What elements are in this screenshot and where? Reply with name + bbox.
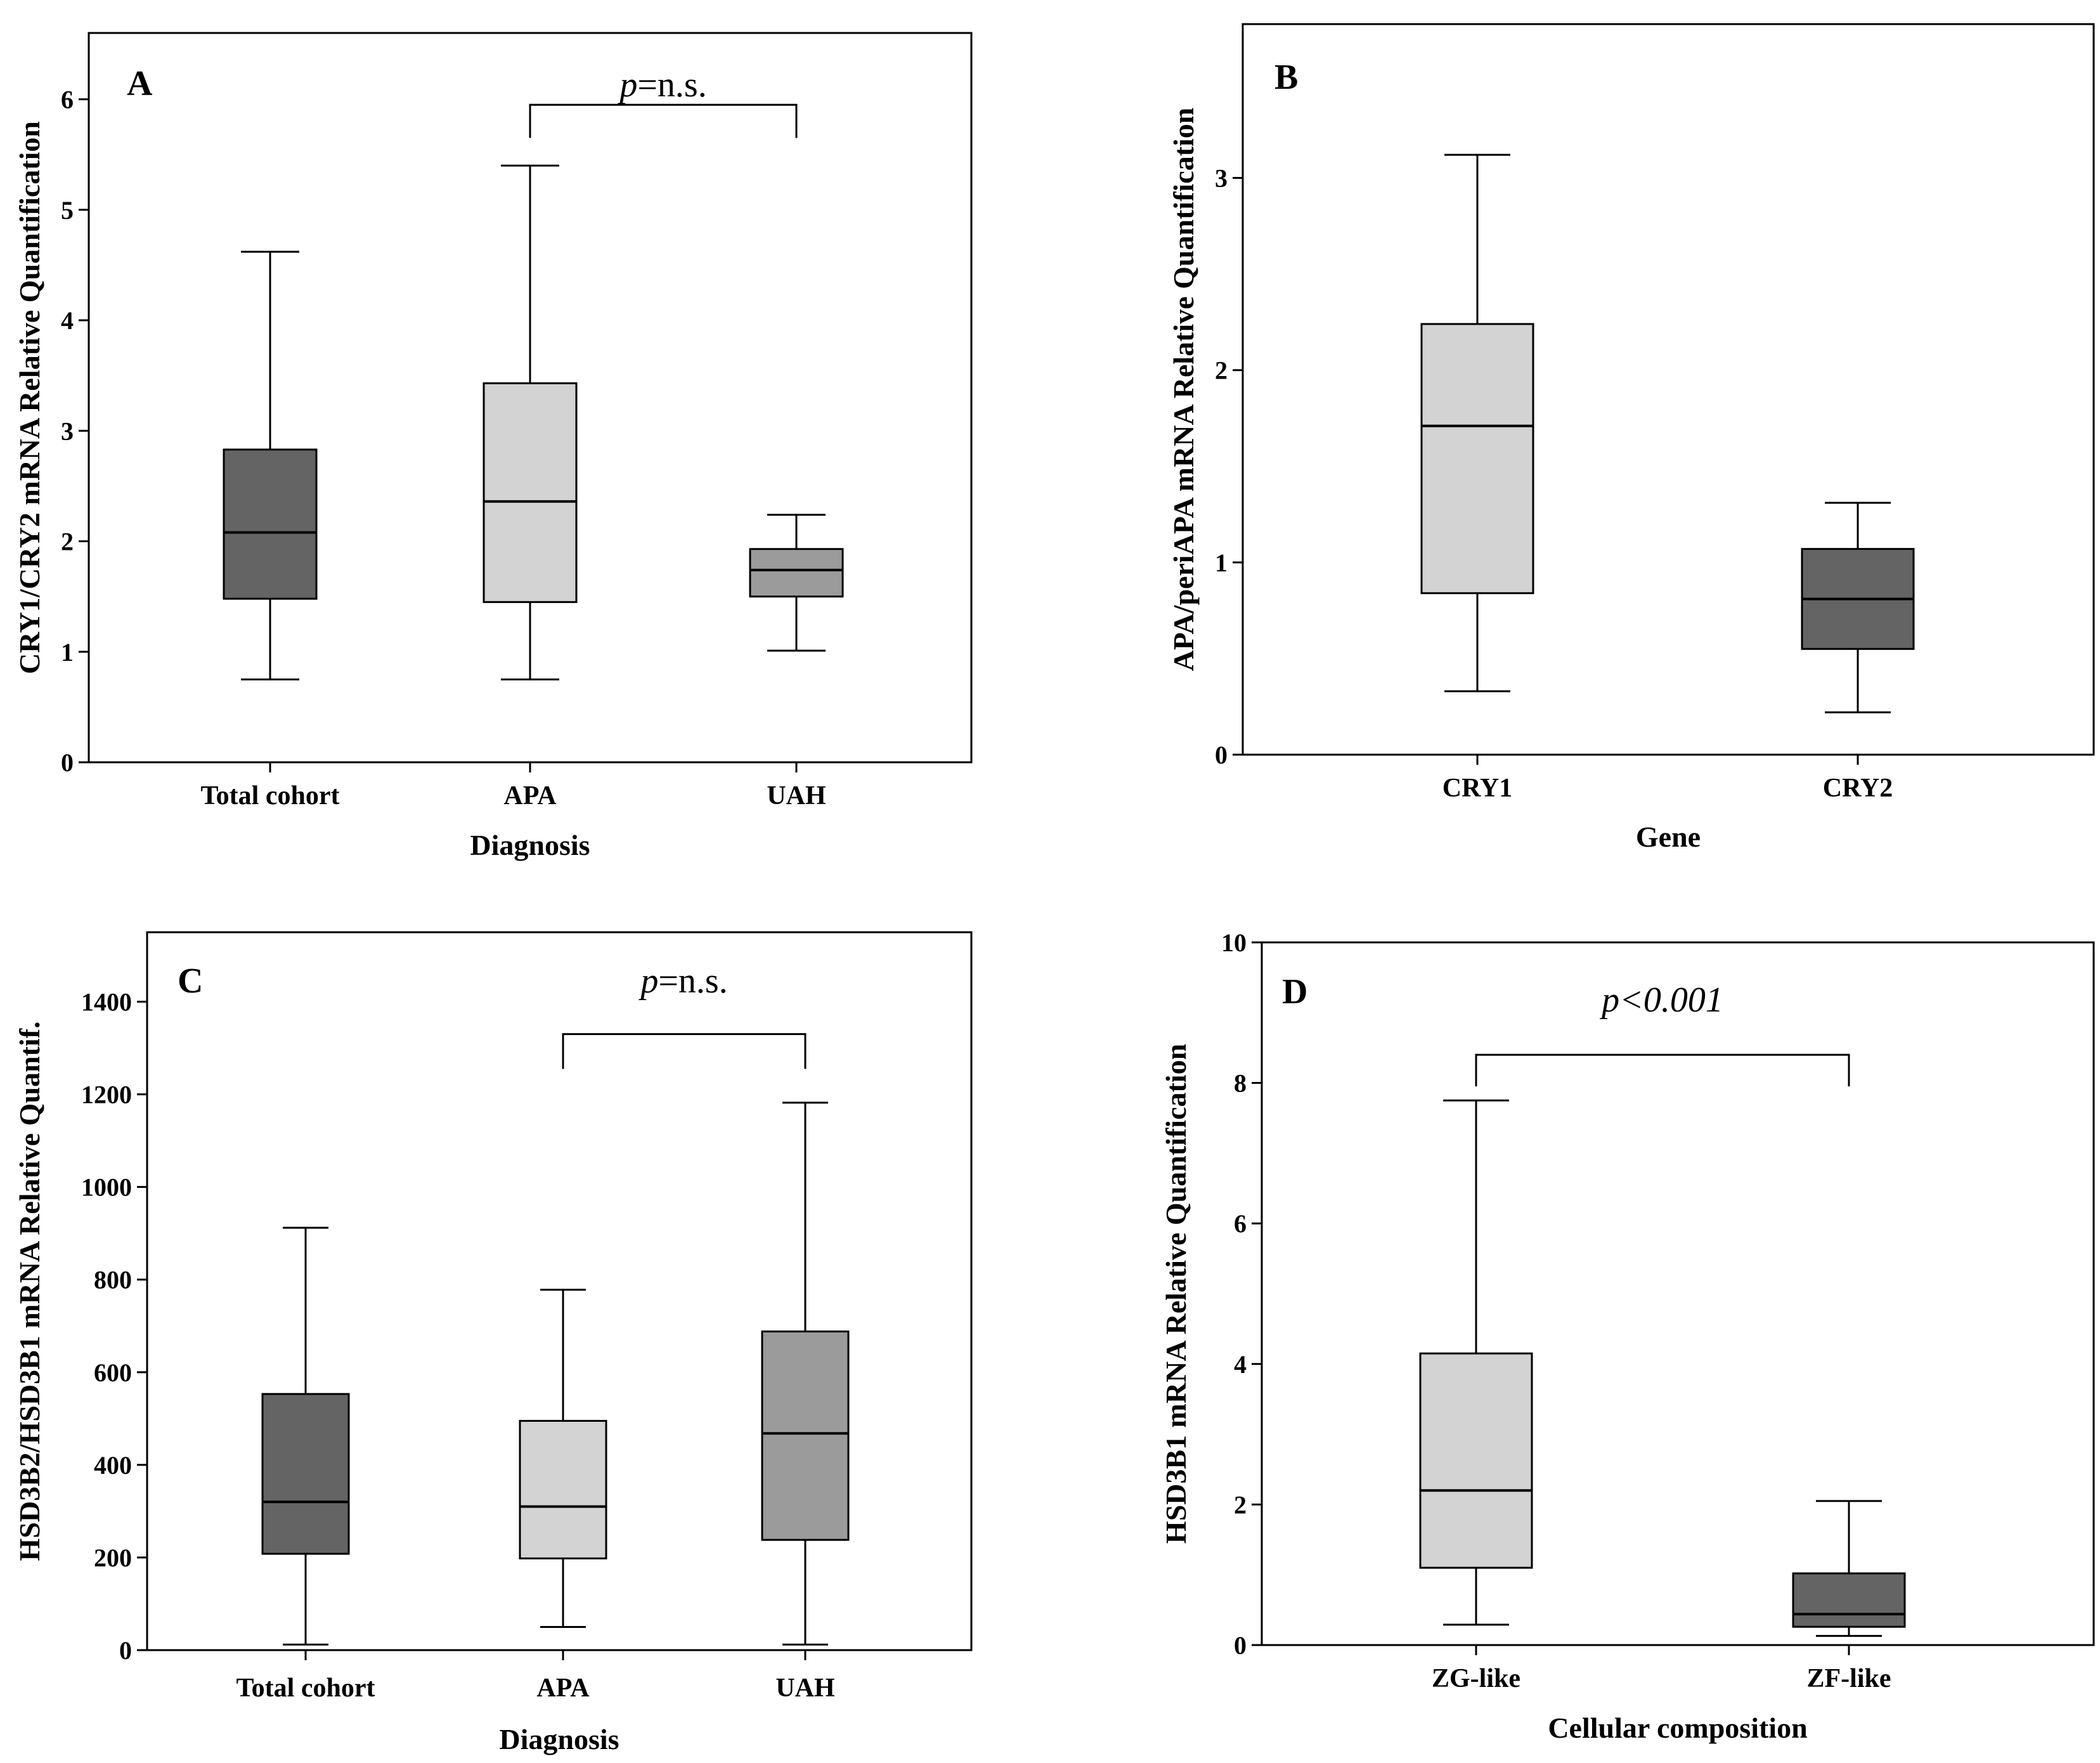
panel-letter: B (1274, 58, 1298, 97)
y-tick-label: 1200 (81, 1081, 132, 1109)
iqr-box (761, 1330, 850, 1541)
iqr-box (519, 1419, 607, 1559)
y-axis-title: APA/periAPA mRNA Relative Quantification (1167, 108, 1200, 672)
significance-bracket (1475, 1053, 1850, 1087)
x-tick-label: ZF-like (1807, 1664, 1891, 1693)
x-tick-label: Total cohort (201, 781, 340, 810)
box-total-cohort (261, 1226, 350, 1646)
y-tick-label: 1400 (81, 988, 132, 1017)
y-tick-label: 0 (1215, 741, 1228, 769)
panel-c: 0 200 400 600 800 1000 1200 1400 Total cohort APA… (13, 931, 973, 1755)
y-tick-label: 3 (1215, 164, 1228, 193)
x-tick-label: APA (536, 1674, 590, 1703)
box-cry1 (1420, 153, 1534, 693)
significance-label: p<0.001 (1599, 980, 1723, 1020)
iqr-box (1420, 323, 1534, 594)
box-apa (519, 1289, 607, 1628)
y-axis-title: HSD3B2/HSD3B1 mRNA Relative Quantif. (13, 1021, 46, 1561)
significance-bracket (529, 103, 798, 138)
x-tick-label: ZG-like (1432, 1664, 1520, 1693)
y-tick-label: 4 (61, 306, 74, 335)
x-tick-label: UAH (767, 781, 826, 810)
iqr-box (749, 548, 844, 598)
box-total-cohort (223, 250, 318, 680)
y-tick-label: 1 (1215, 549, 1228, 577)
x-tick-label: Total cohort (237, 1674, 375, 1703)
y-tick-label: 6 (1234, 1209, 1247, 1238)
y-tick-label: 10 (1221, 928, 1247, 957)
box-uah (761, 1102, 850, 1646)
y-tick-label: 400 (94, 1451, 132, 1480)
significance-label: p=n.s. (617, 65, 706, 105)
significance-bracket (562, 1033, 807, 1069)
x-axis-title: Gene (1636, 821, 1701, 853)
y-tick-label: 2 (1234, 1490, 1247, 1519)
plot-frame (146, 931, 973, 1651)
panel-letter: D (1282, 972, 1307, 1012)
y-tick-label: 8 (1234, 1069, 1247, 1098)
box-zf-like (1792, 1500, 1906, 1637)
y-tick-label: 5 (61, 196, 74, 224)
y-tick-label: 3 (61, 417, 74, 445)
y-tick-label: 200 (94, 1544, 132, 1572)
y-tick-label: 600 (94, 1358, 132, 1387)
box-uah (749, 514, 844, 652)
y-axis-title: HSD3B1 mRNA Relative Quantification (1160, 1044, 1192, 1544)
iqr-box (261, 1393, 350, 1555)
plot-frame (1241, 23, 2095, 756)
box-cry2 (1801, 502, 1915, 713)
y-tick-label: 6 (61, 86, 74, 114)
y-tick-label: 800 (94, 1266, 132, 1294)
x-tick-label: CRY2 (1823, 774, 1893, 803)
y-tick-label: 1 (61, 638, 74, 667)
x-tick-label: CRY1 (1442, 774, 1513, 803)
plot-frame (1261, 941, 2095, 1646)
panel-a: 0 1 2 3 4 5 6 Total cohort APA UAH Diagnosis CRY1/C… (13, 32, 973, 861)
y-tick-label: 0 (1234, 1631, 1247, 1660)
iqr-box (1792, 1572, 1906, 1628)
x-axis-title: Diagnosis (499, 1723, 619, 1755)
x-axis-title: Diagnosis (470, 829, 590, 861)
panel-letter: A (127, 64, 153, 103)
panel-b: 0 1 2 3 CRY1 CRY2 Gene APA/periAPA mRNA Relativ… (1167, 23, 2095, 853)
iqr-box (223, 448, 318, 600)
significance-label: p=n.s. (638, 961, 727, 1001)
y-tick-label: 0 (61, 748, 74, 777)
x-tick-label: UAH (775, 1674, 834, 1703)
iqr-box (1419, 1352, 1533, 1569)
iqr-box (483, 382, 578, 603)
y-tick-label: 1000 (81, 1173, 132, 1202)
x-tick-label: APA (503, 781, 557, 810)
y-axis-title: CRY1/CRY2 mRNA Relative Quantification (13, 121, 46, 674)
x-axis-title: Cellular composition (1548, 1712, 1807, 1744)
panel-letter: C (178, 961, 203, 1001)
y-tick-label: 0 (119, 1636, 132, 1665)
y-tick-label: 2 (1215, 356, 1228, 385)
y-tick-label: 4 (1234, 1350, 1247, 1379)
y-tick-label: 2 (61, 528, 74, 556)
box-apa (483, 164, 578, 680)
box-zg-like (1419, 1099, 1533, 1626)
